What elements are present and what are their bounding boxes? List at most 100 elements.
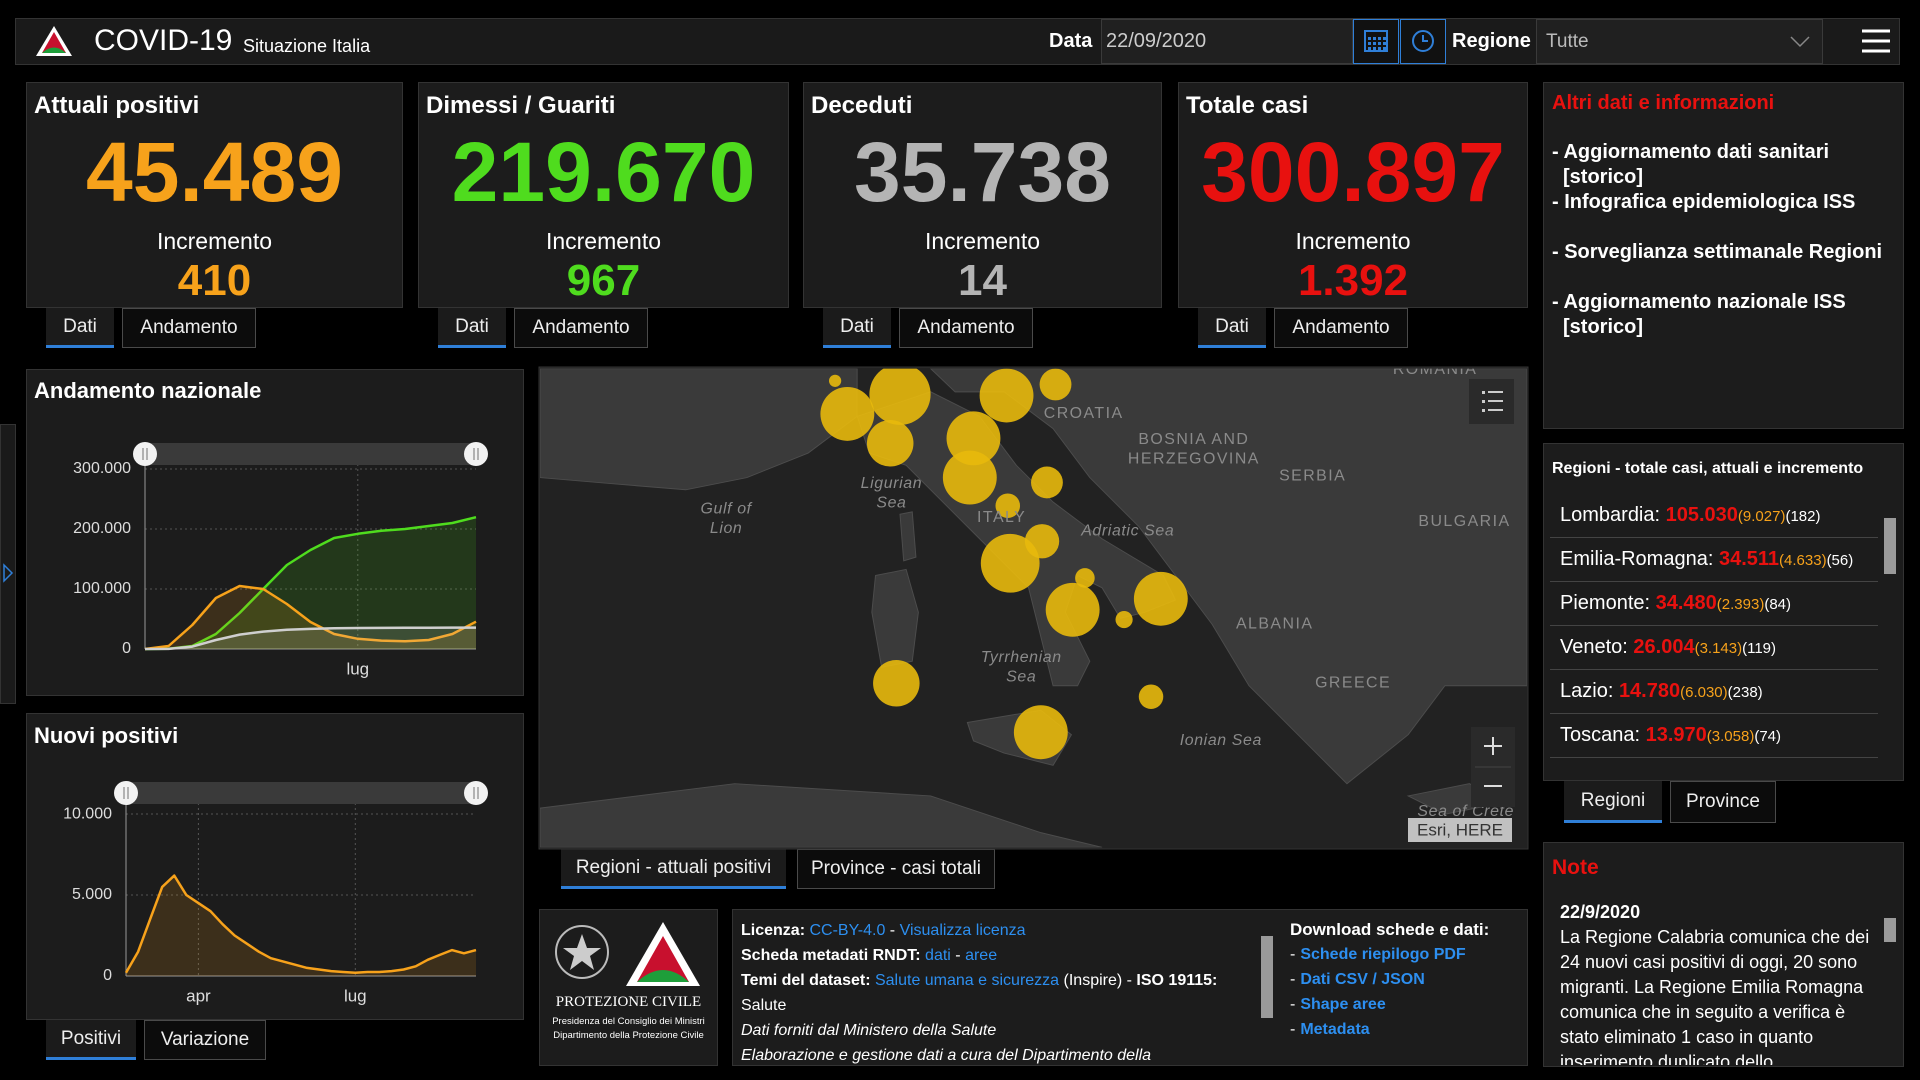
license-link[interactable]: Visualizza licenza [899,922,1026,939]
download-item: - Shape aree [1290,996,1386,1014]
app-subtitle: Situazione Italia [243,36,371,56]
license-segment: Salute [741,997,787,1014]
region-row[interactable]: Emilia-Romagna: 34.511(4.633)(56) [1550,538,1878,582]
region-increment: (56) [1826,552,1854,569]
region-total: 34.480 [1655,592,1717,614]
note-title: Note [1552,856,1599,879]
region-row[interactable]: Piemonte: 34.480(2.393)(84) [1550,582,1878,626]
info-link[interactable]: - Infografica epidemiologica ISS [1552,191,1856,213]
date-input[interactable]: 22/09/2020 [1101,19,1353,64]
license-text: Licenza: CC-BY-4.0 - Visualizza licenza S… [741,918,1251,1064]
license-segment: - [885,922,900,939]
region-total: 13.970 [1645,724,1707,746]
region-name: Toscana: [1560,724,1641,746]
tab[interactable]: Dati [823,308,891,348]
side-handle[interactable] [0,424,16,704]
kpi-value: 35.738 [854,125,1111,219]
info-link[interactable]: - Aggiornamento dati sanitari [1552,141,1830,163]
bullet: - [1290,971,1296,988]
region-row[interactable]: Lombardia: 105.030(9.027)(182) [1550,494,1878,538]
logo-name: PROTEZIONE CIVILE [555,994,702,1010]
regions-list: Lombardia: 105.030(9.027)(182) Emilia-Rom… [1550,494,1878,778]
note-panel [1543,842,1904,1067]
info-title: Altri dati e informazioni [1552,92,1775,114]
tab[interactable]: Andamento [514,308,648,348]
download-link[interactable]: Metadata [1300,1021,1370,1038]
license-line: Elaborazione e gestione dati a cura del … [741,1043,1251,1064]
tab[interactable]: Dati [46,308,114,348]
license-line: Licenza: CC-BY-4.0 - Visualizza licenza [741,918,1251,943]
kpi-increment-label: Incremento [156,228,273,254]
scroll-thumb[interactable] [1261,936,1273,1018]
region-increment: (74) [1754,728,1782,745]
download-item: - Dati CSV / JSON [1290,971,1425,989]
kpi-value: 300.897 [1201,125,1505,219]
logo-line: Presidenza del Consiglio dei Ministri [552,1016,705,1027]
license-link[interactable]: aree [965,947,998,964]
download-link[interactable]: Schede riepilogo PDF [1300,946,1466,963]
license-segment: Temi del dataset: [741,972,875,989]
info-panel [1543,82,1904,429]
region-row[interactable]: Veneto: 26.004(3.143)(119) [1550,626,1878,670]
region-total: 34.511 [1718,548,1780,570]
kpi-value: 45.489 [86,125,343,219]
kpi-increment: 1.392 [1297,256,1409,305]
kpi-title: Attuali positivi [34,92,200,119]
tab[interactable]: Regioni - attuali positivi [561,849,786,889]
scroll-thumb[interactable] [1884,518,1896,574]
download-item: - Schede riepilogo PDF [1290,946,1466,964]
region-increment: (84) [1764,596,1792,613]
download-link[interactable]: Dati CSV / JSON [1300,971,1425,988]
tab[interactable]: Province [1670,781,1776,823]
tab[interactable]: Dati [438,308,506,348]
regions-title: Regioni - totale casi, attuali e increme… [1552,460,1864,477]
region-name: Veneto: [1560,636,1628,658]
logo-line: Dipartimento della Protezione Civile [553,1030,704,1041]
license-line: Temi del dataset: Salute umana e sicurez… [741,968,1251,1018]
tab[interactable]: Positivi [46,1020,136,1060]
region-select[interactable]: Tutte [1536,19,1823,64]
license-line: Dati forniti dal Ministero della Salute [741,1018,1251,1043]
kpi-card [803,82,1162,308]
license-segment: Dati forniti dal Ministero della Salute [741,1022,997,1039]
tab[interactable]: Regioni [1564,781,1662,823]
region-row[interactable]: Toscana: 13.970(3.058)(74) [1550,714,1878,758]
chart-panel [26,369,524,696]
tab[interactable]: Andamento [122,308,256,348]
time-button[interactable] [1400,19,1446,64]
kpi-title: Dimessi / Guariti [426,92,616,119]
tab[interactable]: Variazione [144,1020,266,1060]
scroll-thumb[interactable] [1884,918,1896,942]
kpi-card [418,82,789,308]
license-segment: Licenza: [741,922,810,939]
tab[interactable]: Andamento [1274,308,1408,348]
kpi-card [26,82,403,308]
tab[interactable]: Dati [1198,308,1266,348]
date-label: Data [1049,30,1093,52]
region-increment: (238) [1727,684,1763,701]
info-link[interactable]: - Sorveglianza settimanale Regioni [1552,241,1883,263]
tab[interactable]: Province - casi totali [797,849,995,889]
license-link[interactable]: CC-BY-4.0 [809,922,886,939]
download-item: - Metadata [1290,1021,1370,1039]
bullet: - [1290,996,1296,1013]
note-date: 22/9/2020 [1560,902,1641,922]
info-link[interactable]: - Aggiornamento nazionale ISS [1552,291,1846,313]
license-link[interactable]: dati [925,947,951,964]
tab[interactable]: Andamento [899,308,1033,348]
region-current: (2.393) [1716,596,1765,613]
region-current: (9.027) [1737,508,1786,525]
kpi-increment: 967 [566,256,641,305]
kpi-value: 219.670 [451,125,756,219]
region-total: 26.004 [1633,636,1695,658]
license-link[interactable]: Salute umana e sicurezza [874,972,1060,989]
info-link[interactable]: [storico] [1563,166,1643,188]
calendar-button[interactable] [1353,19,1399,64]
kpi-increment: 410 [177,256,252,305]
region-row[interactable]: Lazio: 14.780(6.030)(238) [1550,670,1878,714]
license-segment: Scheda metadati RNDT: [741,947,926,964]
info-link[interactable]: [storico] [1563,316,1643,338]
license-segment: (Inspire) - [1059,972,1137,989]
download-link[interactable]: Shape aree [1300,996,1386,1013]
